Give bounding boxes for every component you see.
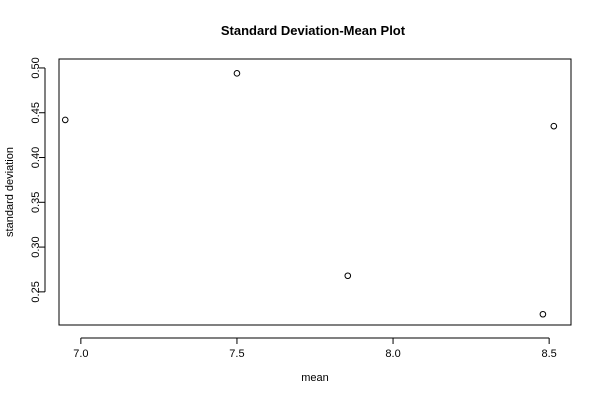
x-axis: 7.0 7.5 8.0 8.5 xyxy=(73,337,557,360)
x-tick-label: 7.5 xyxy=(229,348,244,360)
y-axis-label: standard deviation xyxy=(4,147,16,237)
y-tick-label: 0.35 xyxy=(30,192,42,213)
y-tick-label: 0.25 xyxy=(30,281,42,302)
data-point xyxy=(539,310,547,318)
data-point xyxy=(550,122,558,130)
y-axis: 0.25 0.30 0.35 0.40 0.45 0.50 xyxy=(30,57,46,303)
y-tick-label: 0.50 xyxy=(30,57,42,78)
data-points xyxy=(61,70,558,318)
chart-title: Standard Deviation-Mean Plot xyxy=(221,23,406,38)
y-tick-label: 0.30 xyxy=(30,236,42,257)
data-point xyxy=(344,272,352,280)
x-axis-label: mean xyxy=(301,372,329,384)
x-tick-label: 7.0 xyxy=(73,348,88,360)
x-tick-label: 8.0 xyxy=(385,348,400,360)
data-point xyxy=(233,70,241,77)
y-tick-label: 0.40 xyxy=(30,147,42,168)
x-tick-label: 8.5 xyxy=(541,348,556,360)
y-tick-label: 0.45 xyxy=(30,102,42,123)
data-point xyxy=(61,116,69,124)
plot-frame xyxy=(58,58,572,326)
